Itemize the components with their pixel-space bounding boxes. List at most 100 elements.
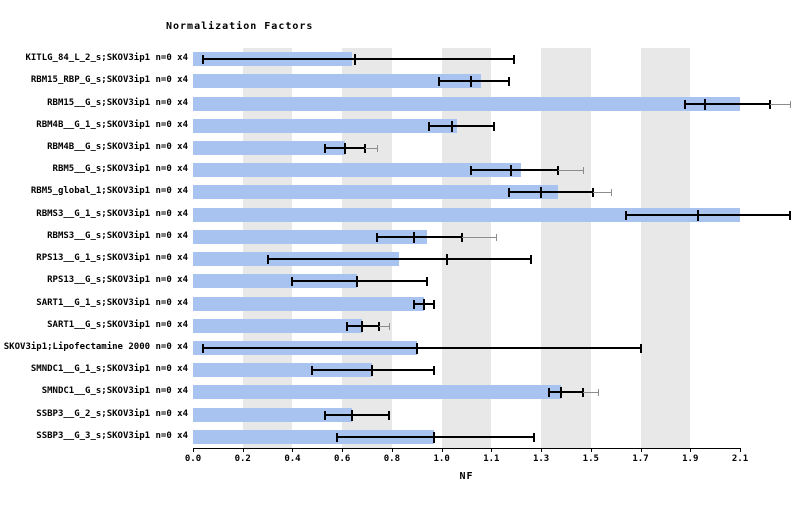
error-bar-mean-tick xyxy=(353,54,356,66)
error-bar-cap-low xyxy=(311,366,314,376)
error-bar-mean-tick xyxy=(510,165,513,177)
row-label: RBM4B__G_1_s;SKOV3ip1 n=0 x4 xyxy=(36,119,188,130)
x-tick-mark xyxy=(292,449,294,452)
background-band xyxy=(640,48,691,448)
error-bar-cap-high xyxy=(788,210,791,220)
error-bar-extension xyxy=(593,192,611,194)
error-bar-line xyxy=(267,258,532,261)
error-bar-cap-low xyxy=(470,166,473,176)
row-label: SART1__G_1_s;SKOV3ip1 n=0 x4 xyxy=(36,297,188,308)
error-bar-mean-tick xyxy=(450,120,453,132)
x-tick-label: 0.2 xyxy=(234,454,251,464)
x-tick-label: 1.9 xyxy=(682,454,699,464)
bar xyxy=(193,118,457,133)
error-bar-cap-high xyxy=(507,77,510,87)
x-tick-mark xyxy=(640,449,642,452)
error-bar-cap-low xyxy=(684,99,687,109)
background-band xyxy=(441,48,492,448)
error-bar-cap-low xyxy=(266,255,269,265)
bar xyxy=(193,429,435,444)
error-bar-line xyxy=(324,413,390,416)
x-tick-mark xyxy=(342,449,344,452)
x-tick-label: 0.6 xyxy=(334,454,351,464)
error-bar-line xyxy=(625,213,790,216)
error-bar-mean-tick xyxy=(415,343,418,354)
x-tick-label: 0.8 xyxy=(383,454,401,464)
error-bar-mean-tick xyxy=(423,298,426,310)
row-label: SMNDC1__G_1_s;SKOV3ip1 n=0 x4 xyxy=(30,364,188,375)
bar xyxy=(193,318,363,333)
error-bar-cap-low xyxy=(336,432,339,442)
bar xyxy=(193,407,353,422)
x-tick-mark xyxy=(242,449,244,452)
x-tick-mark xyxy=(441,449,443,452)
x-tick-label: 1.5 xyxy=(582,454,599,464)
x-tick-label: 1.7 xyxy=(632,454,649,464)
x-tick-mark xyxy=(193,449,194,452)
row-label: SSBP3__G_3_s;SKOV3ip1 n=0 x4 xyxy=(36,430,188,441)
error-bar-line xyxy=(202,347,641,349)
bar xyxy=(193,74,482,89)
error-bar-mean-tick xyxy=(413,231,416,243)
error-bar-cap-high xyxy=(433,299,436,309)
error-bar-cap-high xyxy=(425,277,428,287)
error-bar-line xyxy=(439,80,509,83)
bar xyxy=(193,207,740,222)
error-bar-line xyxy=(337,435,534,438)
plot-area xyxy=(193,48,791,448)
error-bar-extension xyxy=(364,148,377,149)
error-bar-cap-low xyxy=(507,188,510,198)
bar xyxy=(193,96,740,111)
x-tick-mark xyxy=(740,449,741,452)
error-bar-extension xyxy=(379,325,390,327)
x-axis-line xyxy=(193,448,741,449)
error-bar-cap-low xyxy=(438,77,441,87)
error-bar-cap-low xyxy=(201,344,204,353)
error-bar-cap-low xyxy=(624,210,627,220)
error-bar-mean-tick xyxy=(445,254,448,266)
error-bar-mean-tick xyxy=(433,431,436,443)
x-tick-mark xyxy=(690,449,692,452)
error-bar-cap-high xyxy=(433,366,436,376)
row-label: RBMS3__G_s;SKOV3ip1 n=0 x4 xyxy=(47,230,188,241)
error-bar-cap-low xyxy=(323,144,326,153)
error-bar-cap-low xyxy=(201,55,204,65)
error-bar-mean-tick xyxy=(704,98,707,110)
chart-title: Normalization Factors xyxy=(166,21,314,32)
bar xyxy=(193,185,559,200)
error-bar-mean-tick xyxy=(356,276,359,288)
bar xyxy=(193,296,425,311)
x-tick-mark xyxy=(391,449,393,452)
background-band xyxy=(342,48,392,448)
bar xyxy=(193,385,561,400)
error-bar-extension-cap xyxy=(610,189,612,197)
x-tick-label: 0.4 xyxy=(284,454,301,464)
error-bar-line xyxy=(347,324,380,327)
error-bar-line xyxy=(471,169,559,172)
row-label: SKOV3ip1;Lipofectamine 2000 n=0 x4 xyxy=(3,342,188,352)
error-bar-line xyxy=(202,58,514,61)
x-tick-mark xyxy=(491,449,493,452)
error-bar-cap-low xyxy=(413,299,416,309)
error-bar-cap-low xyxy=(428,121,431,131)
row-label: SMNDC1__G_s;SKOV3ip1 n=0 x4 xyxy=(41,386,188,397)
error-bar-extension-cap xyxy=(496,233,498,241)
x-tick-mark xyxy=(541,449,543,452)
error-bar-extension xyxy=(769,103,790,105)
error-bar-cap-high xyxy=(388,410,391,420)
background-band xyxy=(541,48,591,448)
error-bar-line xyxy=(376,235,462,238)
row-label: SSBP3__G_2_s;SKOV3ip1 n=0 x4 xyxy=(36,408,188,419)
x-tick-label: 1.1 xyxy=(483,454,500,464)
error-bar-cap-high xyxy=(532,432,535,442)
error-bar-mean-tick xyxy=(361,320,364,332)
error-bar-mean-tick xyxy=(470,76,473,88)
error-bar-mean-tick xyxy=(351,409,354,421)
error-bar-line xyxy=(292,280,427,283)
row-label: RBMS3__G_1_s;SKOV3ip1 n=0 x4 xyxy=(36,208,188,219)
background-band xyxy=(242,48,293,448)
x-axis-title: NF xyxy=(459,471,474,482)
